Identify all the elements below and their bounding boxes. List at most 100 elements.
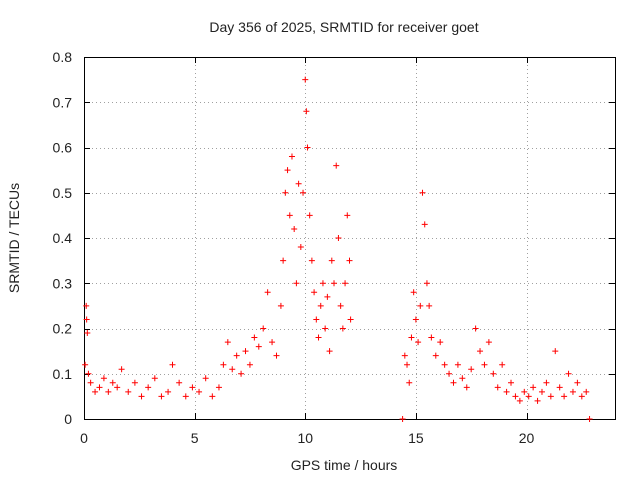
- data-point: [347, 316, 354, 323]
- data-point: [569, 388, 576, 395]
- data-point: [503, 388, 510, 395]
- data-point: [303, 108, 310, 115]
- data-point: [426, 302, 433, 309]
- data-point: [269, 339, 276, 346]
- data-point: [477, 348, 484, 355]
- data-point: [441, 361, 448, 368]
- data-point: [463, 384, 470, 391]
- data-point: [415, 339, 422, 346]
- data-point: [556, 384, 563, 391]
- data-point: [450, 379, 457, 386]
- data-point: [547, 393, 554, 400]
- data-point: [306, 212, 313, 219]
- chart-title: Day 356 of 2025, SRMTID for receiver goe…: [209, 19, 478, 35]
- data-point: [423, 280, 430, 287]
- data-point: [291, 225, 298, 232]
- data-point: [578, 393, 585, 400]
- data-point: [494, 384, 501, 391]
- data-point: [399, 416, 406, 422]
- data-point: [417, 302, 424, 309]
- y-tick-label: 0.7: [53, 94, 73, 110]
- data-point: [538, 388, 545, 395]
- data-point: [145, 384, 152, 391]
- data-point: [151, 375, 158, 382]
- data-point: [459, 375, 466, 382]
- data-point: [516, 397, 523, 404]
- data-point: [182, 393, 189, 400]
- data-point: [169, 361, 176, 368]
- y-tick-label: 0.5: [53, 185, 73, 201]
- y-tick-label: 0.1: [53, 366, 73, 382]
- data-point: [446, 370, 453, 377]
- data-point: [337, 302, 344, 309]
- data-point: [83, 302, 90, 309]
- data-point: [326, 348, 333, 355]
- data-point: [282, 189, 289, 196]
- data-point: [109, 379, 116, 386]
- data-point: [297, 244, 304, 251]
- grid-layer: [84, 57, 615, 419]
- data-point: [138, 393, 145, 400]
- data-point: [238, 370, 245, 377]
- y-tick-label: 0.8: [53, 49, 73, 65]
- data-point: [344, 212, 351, 219]
- data-point: [454, 361, 461, 368]
- data-point: [209, 393, 216, 400]
- data-point: [300, 189, 307, 196]
- data-point: [508, 379, 515, 386]
- data-point: [324, 293, 331, 300]
- data-point: [277, 302, 284, 309]
- y-tick-label: 0.3: [53, 275, 73, 291]
- tick-layer: 0 5 10 15 20 0 0.1 0.2 0.3 0.4 0.5 0.6 0.7 0.8: [53, 49, 615, 446]
- data-point: [331, 280, 338, 287]
- data-point: [295, 180, 302, 187]
- data-point: [586, 416, 593, 422]
- data-point: [125, 388, 132, 395]
- data-point: [472, 325, 479, 332]
- y-tick-label: 0.2: [53, 321, 73, 337]
- data-point: [83, 316, 90, 323]
- data-point: [412, 316, 419, 323]
- data-point: [404, 361, 411, 368]
- data-point: [165, 388, 172, 395]
- data-point: [220, 361, 227, 368]
- data-point: [92, 388, 99, 395]
- data-point: [534, 397, 541, 404]
- data-point: [468, 366, 475, 373]
- data-point: [84, 330, 91, 337]
- data-point: [242, 348, 249, 355]
- data-point: [525, 393, 532, 400]
- data-point: [401, 352, 408, 359]
- y-tick-label: 0: [64, 411, 72, 427]
- data-point: [406, 379, 413, 386]
- x-tick-label: 5: [191, 430, 199, 446]
- data-point: [100, 375, 107, 382]
- x-tick-label: 15: [408, 430, 424, 446]
- data-point: [512, 393, 519, 400]
- data-point: [224, 339, 231, 346]
- data-point: [583, 388, 590, 395]
- x-axis-label: GPS time / hours: [291, 457, 398, 473]
- data-point: [189, 384, 196, 391]
- data-point: [342, 280, 349, 287]
- data-point: [105, 388, 112, 395]
- data-point: [96, 384, 103, 391]
- data-point: [251, 334, 258, 341]
- data-point: [284, 167, 291, 174]
- data-point: [85, 370, 92, 377]
- data-point: [432, 352, 439, 359]
- data-point: [328, 257, 335, 264]
- x-tick-label: 20: [519, 430, 535, 446]
- data-point: [229, 366, 236, 373]
- data-point: [264, 289, 271, 296]
- data-point: [565, 370, 572, 377]
- data-point: [131, 379, 138, 386]
- data-point: [437, 339, 444, 346]
- data-point: [410, 289, 417, 296]
- data-point: [286, 212, 293, 219]
- data-point: [202, 375, 209, 382]
- data-point: [490, 370, 497, 377]
- data-point: [288, 153, 295, 160]
- data-point: [317, 302, 324, 309]
